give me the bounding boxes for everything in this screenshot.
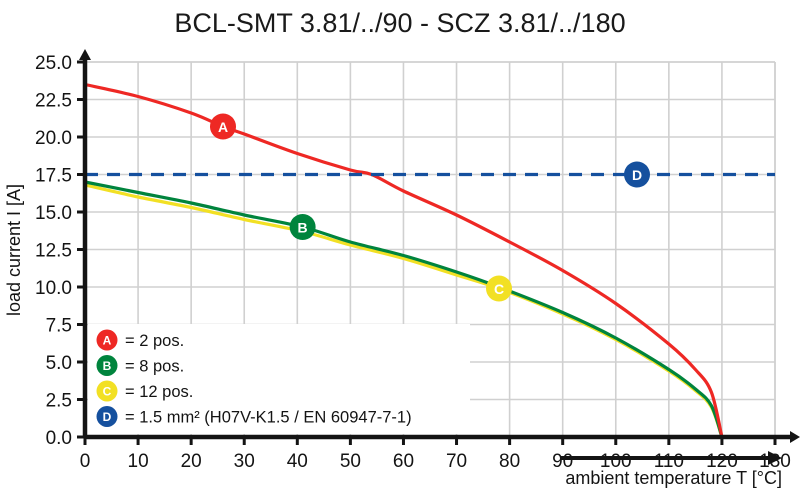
- x-axis-arrow: [790, 431, 800, 443]
- y-axis-title: load current I [A]: [4, 184, 24, 316]
- curve-marker-letter: D: [632, 167, 642, 183]
- legend-marker-b: [96, 355, 118, 376]
- x-axis-title-arrow-head: [768, 451, 782, 465]
- y-tick-label: 20.0: [35, 128, 72, 149]
- y-tick-label: 10.0: [35, 278, 72, 299]
- x-tick-label: 20: [181, 451, 202, 472]
- curve-marker-letter: A: [218, 119, 228, 135]
- x-tick-label: 40: [287, 451, 308, 472]
- y-tick-label: 17.5: [35, 166, 72, 187]
- series-line-b: [83, 180, 724, 439]
- legend-marker-letter: C: [103, 385, 112, 399]
- legend-entry-label: = 2 pos.: [125, 332, 184, 350]
- curve-marker-c: [486, 275, 512, 302]
- legend-marker-c: [96, 380, 118, 402]
- x-tick-label: 80: [499, 451, 520, 472]
- legend-marker-a: [96, 329, 118, 351]
- y-tick-label: 5.0: [46, 353, 72, 374]
- legend-marker-d: [96, 406, 118, 427]
- curve-marker-b: [289, 214, 316, 240]
- x-tick-label: 50: [340, 451, 361, 472]
- curve-marker-letter: C: [494, 281, 504, 297]
- y-tick-label: 15.0: [35, 203, 72, 224]
- y-axis-arrow: [79, 49, 91, 60]
- chart-title: BCL-SMT 3.81/../90 - SCZ 3.81/../180: [174, 8, 626, 38]
- x-tick-label: 30: [234, 451, 255, 472]
- series-markers: A B C D: [210, 113, 650, 302]
- x-tick-label: 60: [393, 451, 414, 472]
- y-tick-label: 7.5: [46, 316, 72, 337]
- legend-marker-letter: B: [103, 359, 112, 373]
- legend-entry-label: = 8 pos.: [125, 358, 184, 376]
- legend-marker-letter: D: [103, 410, 112, 424]
- legend-entry-label: = 12 pos.: [125, 383, 193, 401]
- axes: [77, 49, 800, 445]
- legend-entry-label: = 1.5 mm² (H07V-K1.5 / EN 60947-7-1): [125, 409, 412, 427]
- x-axis-title: ambient temperature T [°C]: [565, 468, 782, 488]
- chart-legend: A = 2 pos. B = 8 pos. C = 12 pos. D = 1.5 mm² (…: [88, 324, 470, 434]
- y-tick-label: 0.0: [46, 428, 72, 449]
- legend-background: [88, 324, 470, 434]
- curve-marker-letter: B: [298, 220, 308, 236]
- y-tick-label: 12.5: [35, 241, 72, 262]
- y-tick-label: 2.5: [46, 391, 72, 412]
- y-tick-label: 25.0: [35, 53, 72, 74]
- y-tick-label: 22.5: [35, 91, 72, 112]
- curve-marker-a: [210, 113, 236, 140]
- curve-marker-d: [624, 161, 650, 188]
- axis-titles: load current I [A] ambient temperature T …: [4, 184, 782, 488]
- x-tick-label: 0: [80, 451, 91, 472]
- x-tick-label: 70: [446, 451, 467, 472]
- series-lines: [83, 82, 775, 439]
- legend-marker-letter: A: [103, 334, 112, 348]
- x-tick-label: 10: [128, 451, 149, 472]
